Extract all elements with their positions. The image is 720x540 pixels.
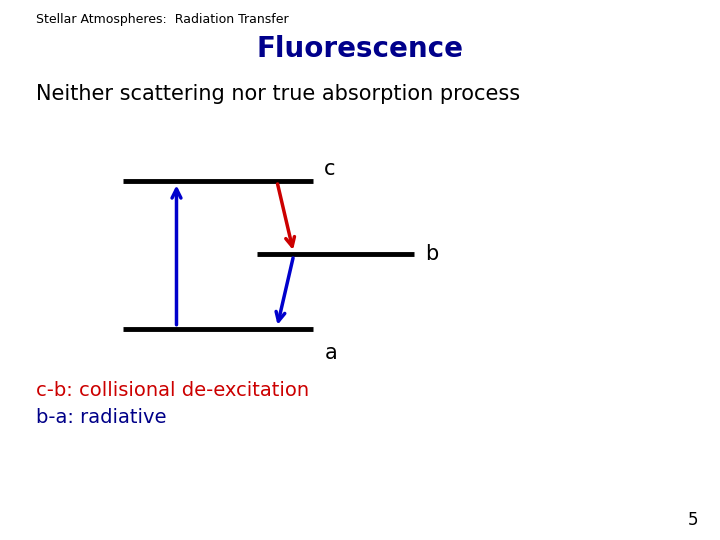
Text: Stellar Atmospheres:  Radiation Transfer: Stellar Atmospheres: Radiation Transfer <box>36 14 289 26</box>
Text: a: a <box>324 343 337 363</box>
Text: Neither scattering nor true absorption process: Neither scattering nor true absorption p… <box>36 84 520 104</box>
Text: Fluorescence: Fluorescence <box>256 35 464 63</box>
Text: b: b <box>425 244 438 264</box>
Text: 5: 5 <box>688 511 698 529</box>
Text: b-a: radiative: b-a: radiative <box>36 408 166 427</box>
Text: c-b: collisional de-excitation: c-b: collisional de-excitation <box>36 381 309 400</box>
Text: c: c <box>324 159 336 179</box>
